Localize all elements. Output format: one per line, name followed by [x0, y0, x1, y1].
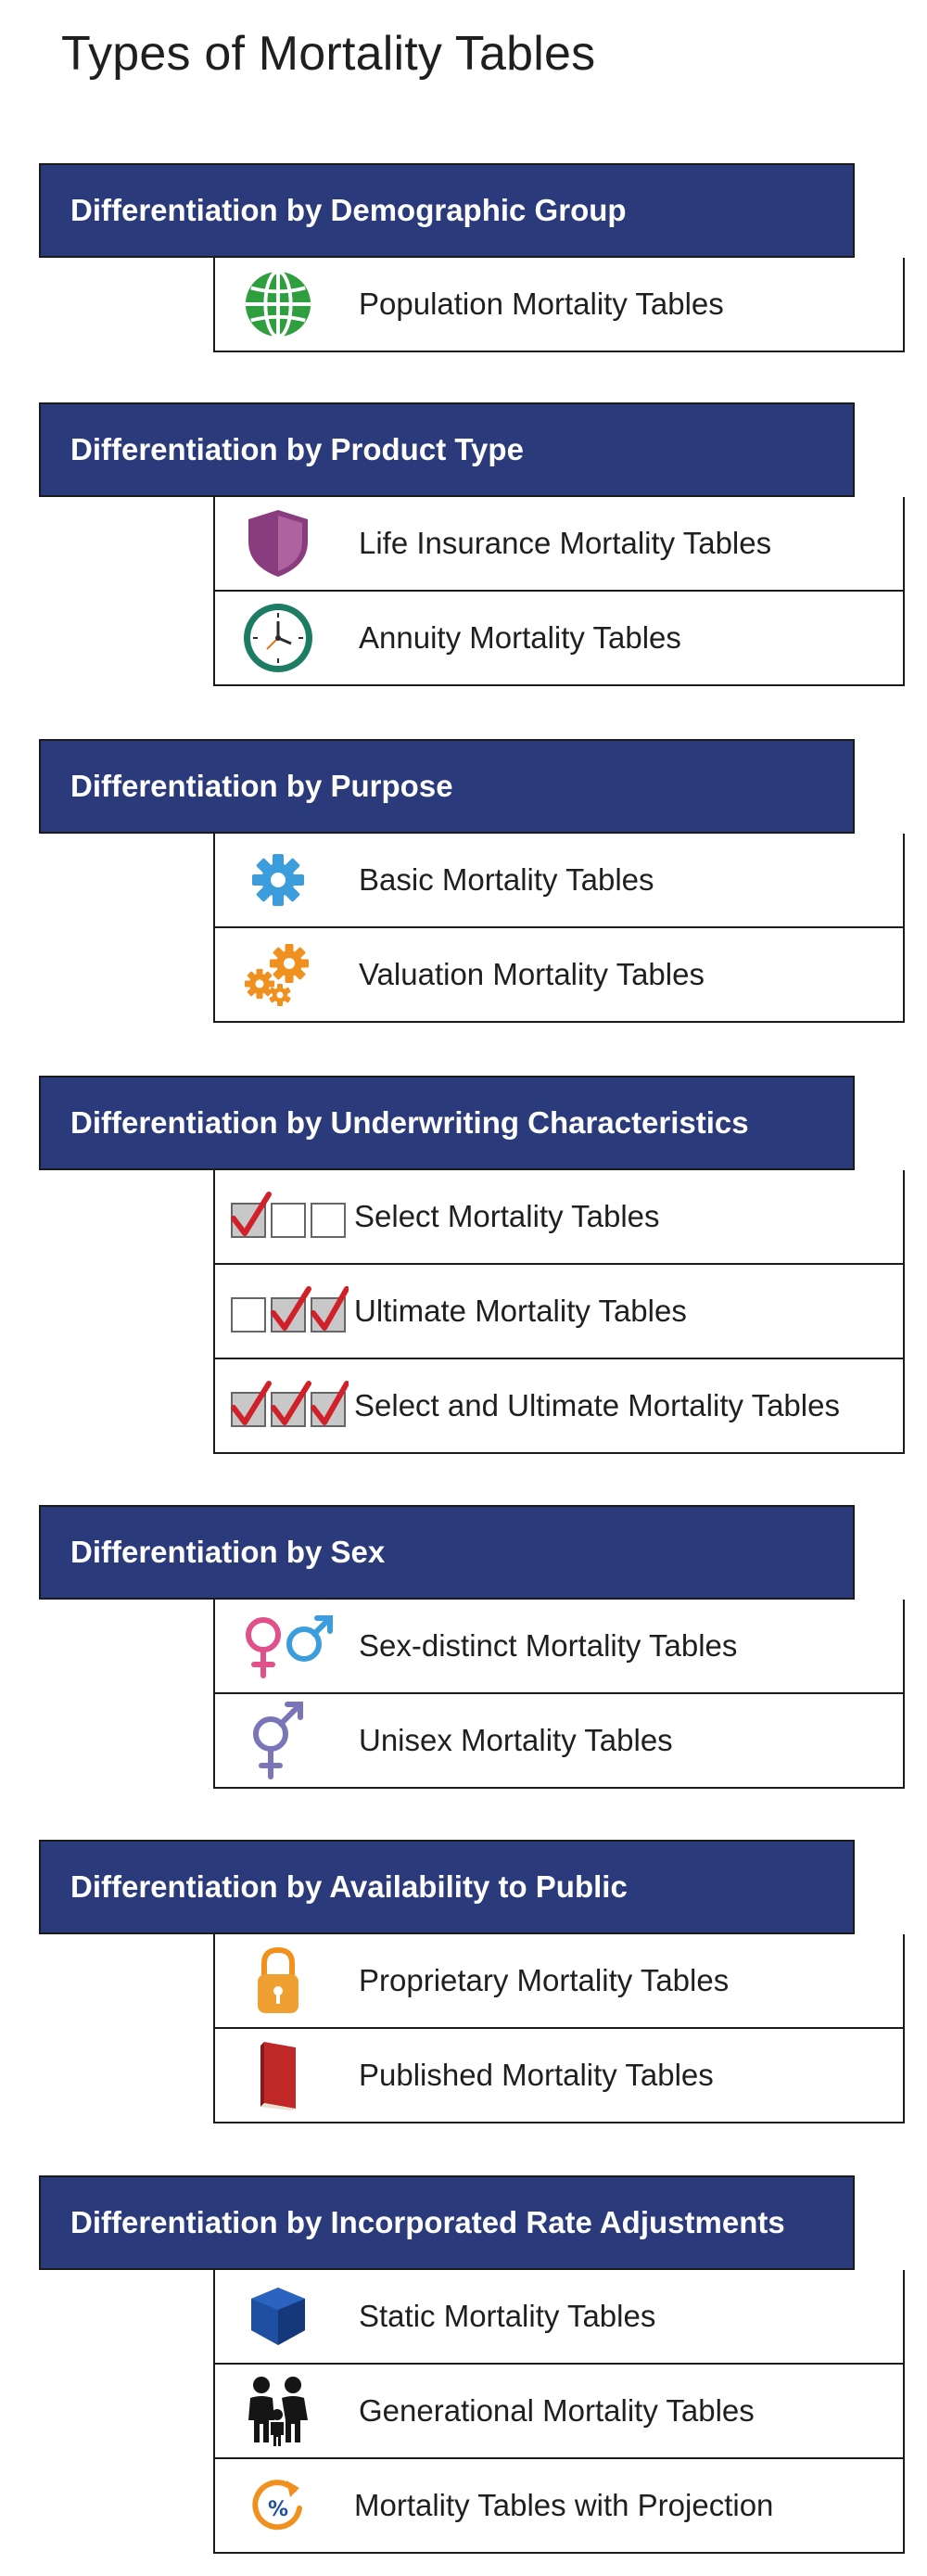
item-label: Population Mortality Tables [359, 287, 724, 321]
list-item: Life Insurance Mortality Tables [213, 497, 905, 592]
shield-icon [241, 506, 315, 580]
item-label: Annuity Mortality Tables [359, 620, 681, 655]
section-header: Differentiation by Underwriting Characte… [39, 1076, 855, 1170]
item-label: Sex-distinct Mortality Tables [359, 1628, 738, 1663]
cube-icon [241, 2279, 315, 2353]
item-label: Proprietary Mortality Tables [359, 1963, 730, 1997]
padlock-icon [241, 1944, 315, 2018]
item-label: Static Mortality Tables [359, 2299, 656, 2333]
item-label: Mortality Tables with Projection [354, 2488, 774, 2522]
gears-icon [241, 937, 315, 1012]
section-product-type: Differentiation by Product Type Life Ins… [39, 402, 905, 686]
list-item: Annuity Mortality Tables [213, 592, 905, 686]
list-item: Select Mortality Tables [213, 1170, 905, 1265]
section-header: Differentiation by Demographic Group [39, 163, 855, 258]
book-icon [241, 2038, 315, 2112]
checkbox-first-checked-icon [228, 1180, 349, 1254]
page-title: Types of Mortality Tables [61, 27, 596, 81]
gear-icon [241, 843, 315, 917]
item-label: Unisex Mortality Tables [359, 1723, 673, 1757]
list-item: Select and Ultimate Mortality Tables [213, 1359, 905, 1454]
checkbox-last-two-checked-icon [228, 1274, 349, 1348]
section-header: Differentiation by Purpose [39, 739, 855, 834]
list-item: Population Mortality Tables [213, 258, 905, 352]
item-label: Valuation Mortality Tables [359, 957, 705, 991]
item-label: Life Insurance Mortality Tables [359, 526, 772, 560]
item-label: Published Mortality Tables [359, 2058, 714, 2092]
list-item: Sex-distinct Mortality Tables [213, 1600, 905, 1694]
svg-text:%: % [268, 2498, 288, 2521]
section-header: Differentiation by Availability to Publi… [39, 1840, 855, 1934]
section-sex: Differentiation by Sex Sex-disti [39, 1505, 905, 1789]
list-item: Proprietary Mortality Tables [213, 1934, 905, 2029]
female-male-symbols-icon [228, 1609, 349, 1683]
section-underwriting: Differentiation by Underwriting Characte… [39, 1076, 905, 1454]
list-item: Static Mortality Tables [213, 2270, 905, 2365]
section-header: Differentiation by Product Type [39, 402, 855, 497]
section-rate-adjustments: Differentiation by Incorporated Rate Adj… [39, 2175, 905, 2554]
list-item: Valuation Mortality Tables [213, 928, 905, 1023]
item-label: Ultimate Mortality Tables [354, 1294, 687, 1328]
list-item: % Mortality Tables with Projection [213, 2459, 905, 2554]
list-item: Generational Mortality Tables [213, 2365, 905, 2459]
list-item: Ultimate Mortality Tables [213, 1265, 905, 1359]
unisex-symbol-icon [241, 1702, 315, 1779]
section-header: Differentiation by Sex [39, 1505, 855, 1600]
item-label: Generational Mortality Tables [359, 2393, 755, 2428]
globe-icon [241, 267, 315, 341]
section-demographic-group: Differentiation by Demographic Group Pop… [39, 163, 905, 352]
list-item: Basic Mortality Tables [213, 834, 905, 928]
percent-arrow-icon: % [241, 2468, 315, 2543]
family-icon [241, 2374, 315, 2448]
item-label: Select Mortality Tables [354, 1199, 660, 1233]
section-availability: Differentiation by Availability to Publi… [39, 1840, 905, 2123]
checkbox-all-checked-icon [228, 1369, 349, 1443]
list-item: Unisex Mortality Tables [213, 1694, 905, 1789]
list-item: Published Mortality Tables [213, 2029, 905, 2123]
section-purpose: Differentiation by Purpose [39, 739, 905, 1023]
item-label: Select and Ultimate Mortality Tables [354, 1388, 840, 1422]
clock-icon [241, 601, 315, 675]
item-label: Basic Mortality Tables [359, 862, 654, 897]
section-header: Differentiation by Incorporated Rate Adj… [39, 2175, 855, 2270]
